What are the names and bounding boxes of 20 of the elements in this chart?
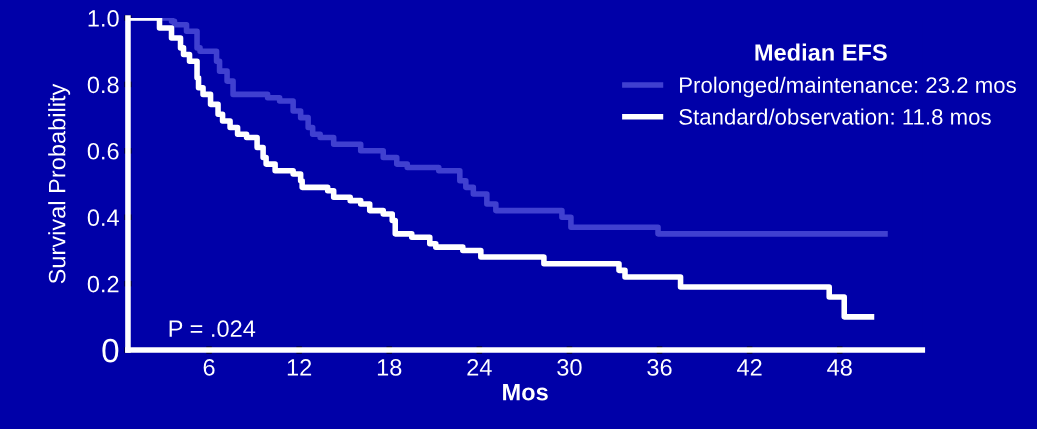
legend-title: Median EFS (755, 43, 887, 61)
legend-label: Prolonged/maintenance: 23.2 mos (680, 76, 1016, 98)
x-tick-label: 18 (377, 359, 402, 376)
x-axis-title: Mos (503, 384, 548, 401)
y-tick-label: 0.8 (87, 76, 119, 94)
y-tick-label: 1.0 (88, 10, 119, 27)
x-tick-label: 6 (203, 359, 215, 376)
annotation: P = .024 (169, 320, 256, 338)
x-tick-label: 36 (647, 359, 672, 376)
x-tick-label: 48 (827, 359, 852, 376)
x-tick-label: 24 (467, 359, 492, 376)
y-tick-label: 0.6 (87, 142, 119, 160)
y-tick-label: 0.4 (87, 209, 119, 227)
y-axis-title: Survival Probability (48, 83, 71, 284)
x-tick-label: 30 (557, 359, 582, 376)
x-tick-label: 42 (737, 359, 762, 376)
y-tick-label: 0.2 (87, 275, 119, 293)
y-tick-label: 0 (102, 338, 119, 363)
legend-label: Standard/observation: 11.8 mos (679, 108, 991, 125)
x-tick-label: 12 (287, 359, 312, 376)
